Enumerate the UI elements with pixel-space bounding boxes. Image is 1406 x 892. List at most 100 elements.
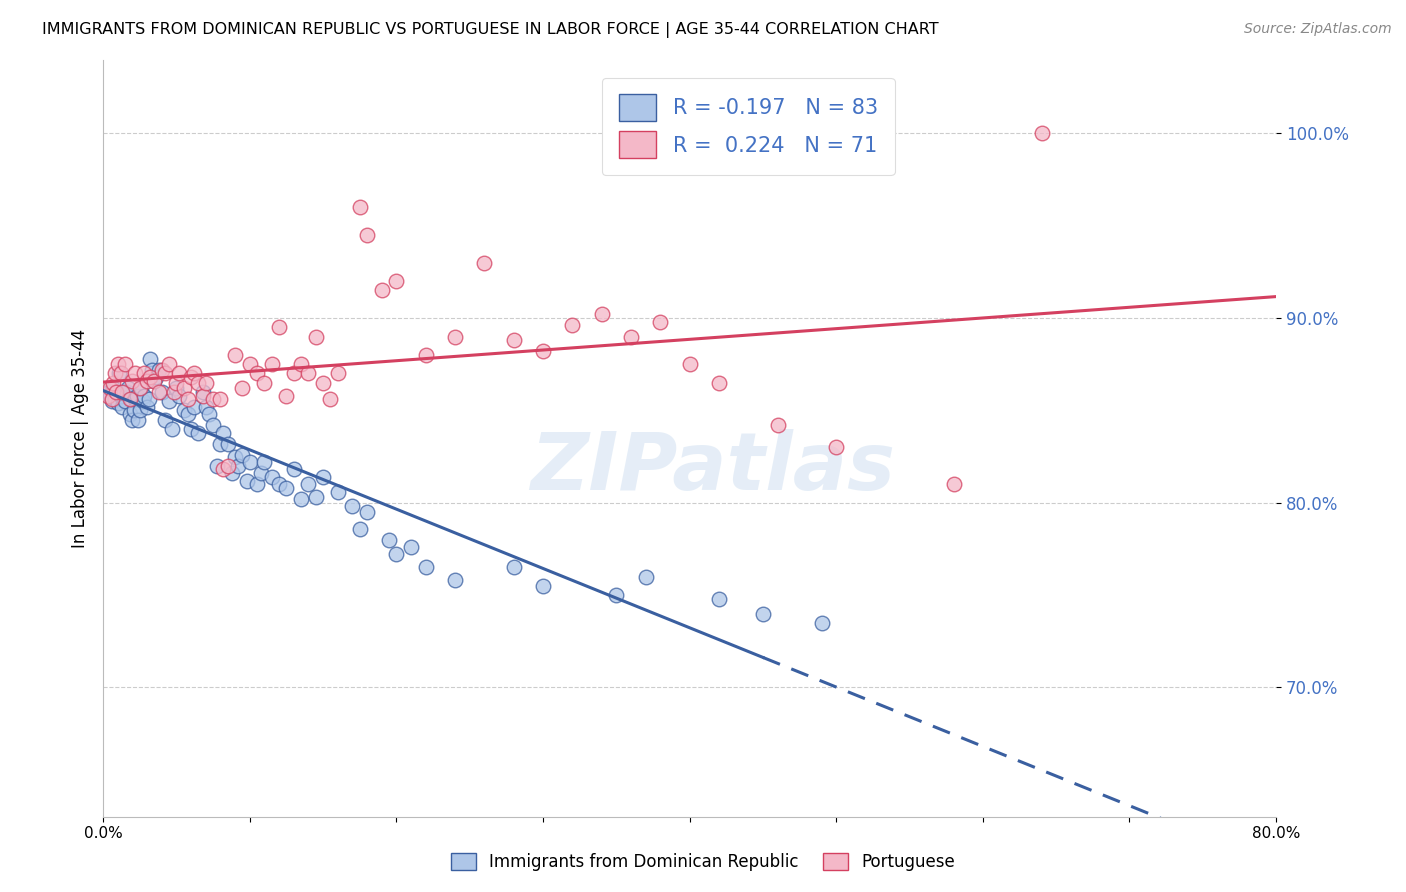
Point xyxy=(290,491,312,506)
Point xyxy=(605,588,627,602)
Point xyxy=(187,376,209,390)
Point xyxy=(122,403,145,417)
Point xyxy=(128,381,150,395)
Point xyxy=(276,481,298,495)
Point xyxy=(472,256,495,270)
Point xyxy=(209,436,232,450)
Point xyxy=(250,466,273,480)
Text: ZIPatlas: ZIPatlas xyxy=(530,429,896,508)
Point xyxy=(120,392,142,407)
Point xyxy=(502,560,524,574)
Point xyxy=(231,448,253,462)
Point xyxy=(101,394,124,409)
Point xyxy=(297,477,319,491)
Point xyxy=(105,384,128,399)
Point xyxy=(202,418,225,433)
Point xyxy=(103,376,125,390)
Point xyxy=(378,533,401,547)
Point xyxy=(148,384,170,399)
Point xyxy=(370,284,392,298)
Point xyxy=(162,384,184,399)
Point xyxy=(100,381,122,395)
Point xyxy=(191,389,214,403)
Point xyxy=(124,392,146,407)
Point xyxy=(217,436,239,450)
Point xyxy=(114,394,136,409)
Point xyxy=(650,315,672,329)
Point xyxy=(224,450,246,464)
Point xyxy=(110,367,132,381)
Point xyxy=(111,384,134,399)
Point xyxy=(101,392,124,407)
Point xyxy=(118,392,141,407)
Point xyxy=(108,367,131,381)
Point xyxy=(305,490,328,504)
Point xyxy=(342,500,364,514)
Legend: Immigrants from Dominican Republic, Portuguese: Immigrants from Dominican Republic, Port… xyxy=(443,845,963,880)
Point xyxy=(290,357,312,371)
Point xyxy=(165,381,187,395)
Point xyxy=(297,367,319,381)
Point xyxy=(153,412,176,426)
Point xyxy=(283,462,305,476)
Point xyxy=(187,425,209,440)
Point xyxy=(121,374,143,388)
Point xyxy=(253,376,276,390)
Point xyxy=(415,348,437,362)
Point xyxy=(117,381,139,395)
Point xyxy=(561,318,583,333)
Point xyxy=(177,392,200,407)
Point xyxy=(114,357,136,371)
Point xyxy=(825,440,848,454)
Point xyxy=(1031,127,1053,141)
Point xyxy=(191,384,214,399)
Point xyxy=(276,389,298,403)
Point xyxy=(942,477,965,491)
Point xyxy=(136,374,159,388)
Point xyxy=(349,522,371,536)
Point xyxy=(136,400,159,414)
Point xyxy=(305,329,328,343)
Point xyxy=(502,333,524,347)
Point xyxy=(100,389,122,403)
Point xyxy=(267,320,290,334)
Point xyxy=(207,458,229,473)
Point xyxy=(349,200,371,214)
Point xyxy=(139,351,162,366)
Point xyxy=(169,389,191,403)
Point xyxy=(239,357,262,371)
Point xyxy=(127,412,149,426)
Point xyxy=(356,227,378,242)
Y-axis label: In Labor Force | Age 35-44: In Labor Force | Age 35-44 xyxy=(72,328,89,548)
Point xyxy=(173,403,195,417)
Point xyxy=(531,344,554,359)
Point xyxy=(231,381,253,395)
Point xyxy=(444,574,467,588)
Point xyxy=(169,367,191,381)
Point xyxy=(260,470,283,484)
Point xyxy=(319,392,342,407)
Point xyxy=(766,418,789,433)
Point xyxy=(180,422,202,436)
Point xyxy=(356,505,378,519)
Point xyxy=(118,407,141,421)
Point xyxy=(107,357,129,371)
Point xyxy=(104,367,127,381)
Point xyxy=(312,376,335,390)
Point xyxy=(212,425,235,440)
Point xyxy=(326,484,349,499)
Legend: R = -0.197   N = 83, R =  0.224   N = 71: R = -0.197 N = 83, R = 0.224 N = 71 xyxy=(602,78,894,175)
Point xyxy=(326,367,349,381)
Point xyxy=(183,367,205,381)
Point xyxy=(134,389,156,403)
Point xyxy=(145,370,167,384)
Point xyxy=(810,615,832,630)
Point xyxy=(236,474,259,488)
Point xyxy=(180,370,202,384)
Point xyxy=(121,412,143,426)
Point xyxy=(107,396,129,410)
Point xyxy=(157,357,180,371)
Point xyxy=(531,579,554,593)
Point xyxy=(385,548,408,562)
Point xyxy=(224,348,246,362)
